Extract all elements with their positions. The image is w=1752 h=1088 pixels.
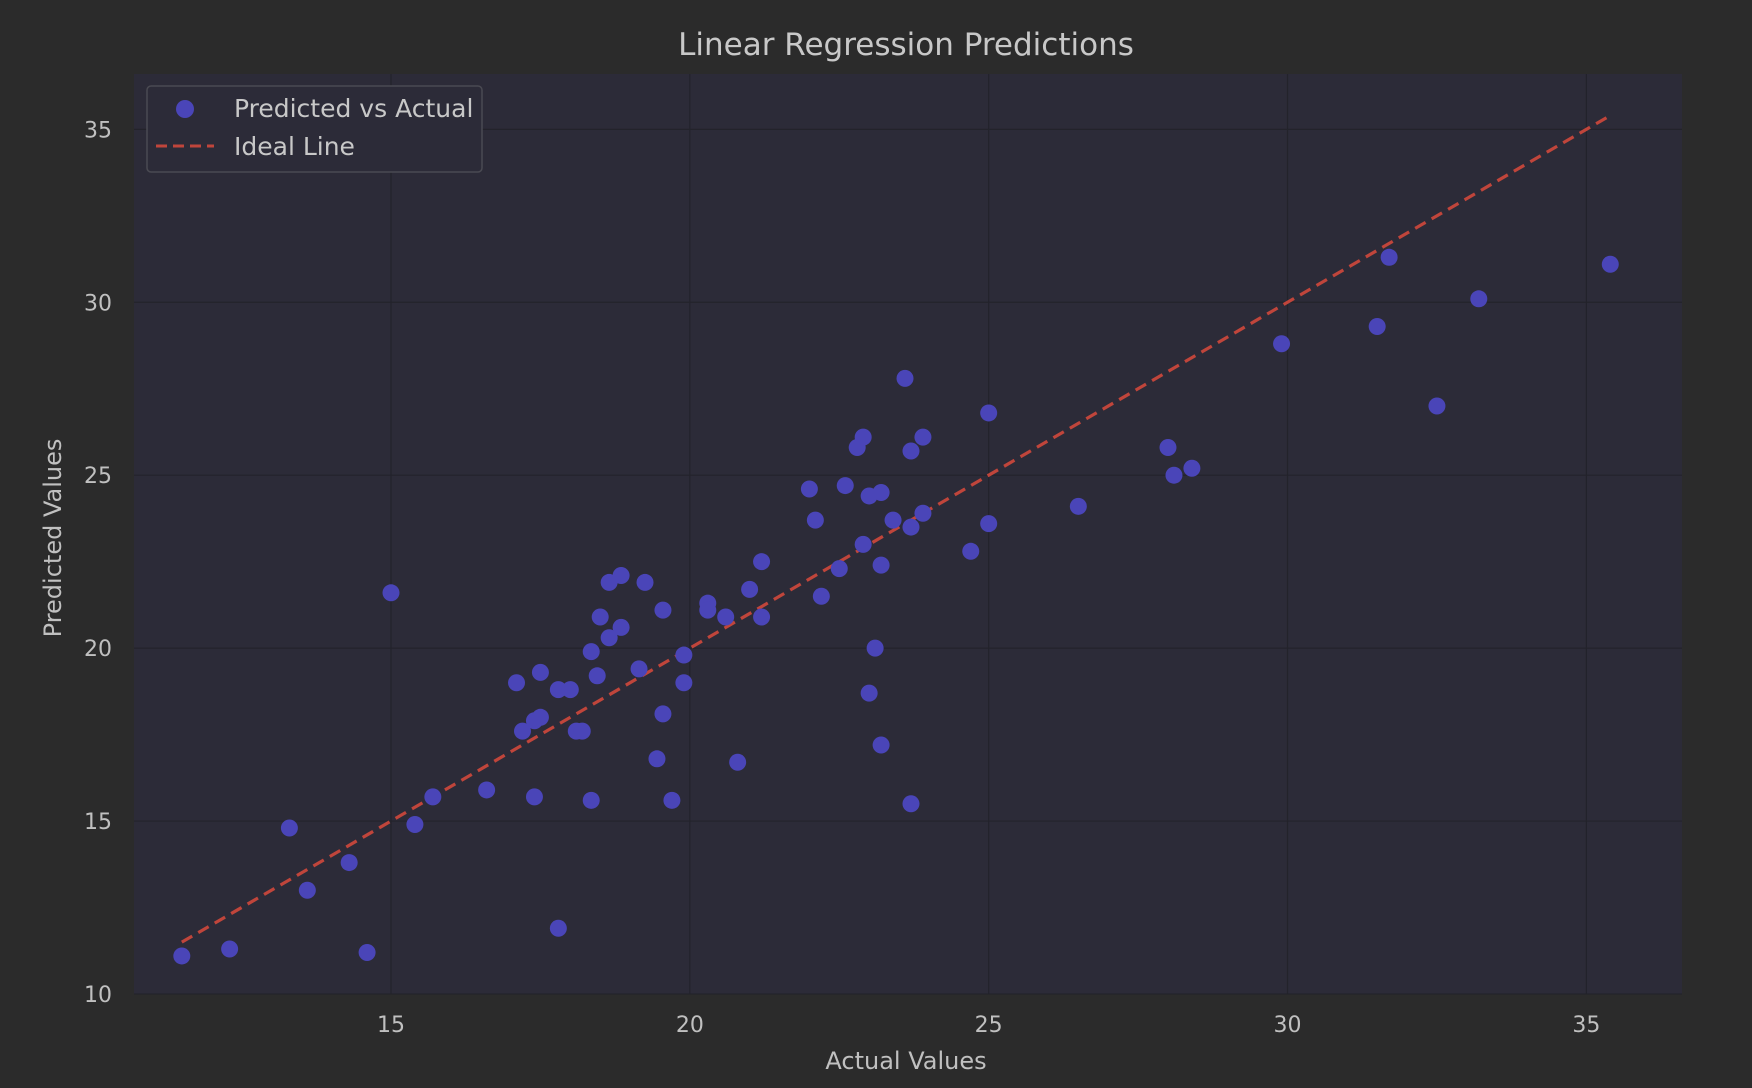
ideal-line xyxy=(181,114,1612,944)
data-point xyxy=(582,643,600,661)
data-point xyxy=(648,750,666,768)
chart-title: Linear Regression Predictions xyxy=(678,27,1134,63)
grid xyxy=(134,74,1682,995)
data-point xyxy=(549,681,567,699)
data-point xyxy=(675,646,693,664)
data-point xyxy=(753,608,771,626)
data-point xyxy=(914,504,932,522)
data-point xyxy=(675,674,693,692)
data-point xyxy=(1368,317,1386,335)
data-point xyxy=(854,535,872,553)
data-point xyxy=(531,663,549,681)
data-point xyxy=(508,674,526,692)
data-point xyxy=(1380,248,1398,266)
legend-label-ideal-line: Ideal Line xyxy=(234,132,355,161)
data-point xyxy=(1159,439,1177,457)
data-point xyxy=(591,608,609,626)
data-point xyxy=(1183,459,1201,477)
data-point xyxy=(221,940,239,958)
y-tick-label: 30 xyxy=(84,291,112,316)
data-point xyxy=(980,515,998,533)
y-tick-label: 15 xyxy=(84,810,112,835)
data-point xyxy=(854,428,872,446)
data-point xyxy=(382,584,400,602)
legend-box xyxy=(146,85,483,173)
data-point xyxy=(806,511,824,529)
data-point xyxy=(298,881,316,899)
x-axis-ticks: 15 20 25 30 35 xyxy=(377,1013,1600,1038)
data-point xyxy=(358,943,376,961)
y-axis-ticks: 10 15 20 25 30 35 xyxy=(84,118,112,1008)
data-point xyxy=(729,753,747,771)
data-point xyxy=(800,480,818,498)
data-point xyxy=(424,788,442,806)
data-point xyxy=(654,705,672,723)
data-point xyxy=(872,736,890,754)
data-point xyxy=(173,947,191,965)
data-point xyxy=(280,819,298,837)
data-point xyxy=(513,722,531,740)
data-point xyxy=(561,681,579,699)
x-tick-label: 35 xyxy=(1572,1013,1600,1038)
data-point xyxy=(914,428,932,446)
data-point xyxy=(525,788,543,806)
data-point xyxy=(902,442,920,460)
legend-label-predicted: Predicted vs Actual xyxy=(234,94,473,123)
data-point xyxy=(872,556,890,574)
data-point xyxy=(600,629,618,647)
data-point xyxy=(612,567,630,585)
data-point xyxy=(1273,335,1291,353)
data-point xyxy=(980,404,998,422)
data-point xyxy=(902,518,920,536)
data-point xyxy=(699,601,717,619)
data-point xyxy=(630,660,648,678)
x-axis-label: Actual Values xyxy=(825,1047,986,1075)
legend-marker-predicted xyxy=(176,100,194,118)
y-axis-label: Predicted Values xyxy=(39,439,67,638)
data-point xyxy=(872,483,890,501)
y-tick-label: 35 xyxy=(84,118,112,143)
data-point xyxy=(812,587,830,605)
data-point xyxy=(654,601,672,619)
data-point xyxy=(573,722,591,740)
data-point xyxy=(830,560,848,578)
data-point xyxy=(753,553,771,571)
x-tick-label: 30 xyxy=(1274,1013,1302,1038)
data-point xyxy=(884,511,902,529)
y-tick-label: 10 xyxy=(84,983,112,1008)
y-tick-label: 20 xyxy=(84,637,112,662)
data-point xyxy=(836,477,854,495)
data-point xyxy=(741,580,759,598)
legend: Predicted vs Actual Ideal Line xyxy=(146,85,483,173)
x-tick-label: 25 xyxy=(975,1013,1003,1038)
data-point xyxy=(531,708,549,726)
data-point xyxy=(1601,255,1619,273)
x-tick-label: 20 xyxy=(676,1013,704,1038)
data-point xyxy=(860,684,878,702)
data-point xyxy=(478,781,496,799)
data-point xyxy=(406,816,424,834)
ideal-line-layer xyxy=(181,114,1612,944)
data-point xyxy=(588,667,606,685)
data-point xyxy=(1165,466,1183,484)
data-point xyxy=(549,919,567,937)
y-tick-label: 25 xyxy=(84,464,112,489)
data-point xyxy=(902,795,920,813)
data-point xyxy=(962,542,980,560)
data-point xyxy=(636,573,654,591)
data-point xyxy=(612,618,630,636)
x-tick-label: 15 xyxy=(377,1013,405,1038)
data-point xyxy=(1069,497,1087,515)
data-point xyxy=(717,608,735,626)
data-point xyxy=(866,639,884,657)
data-point xyxy=(663,791,681,809)
points-layer xyxy=(173,248,1619,965)
data-point xyxy=(1470,290,1488,308)
data-point xyxy=(582,791,600,809)
data-point xyxy=(340,854,358,872)
data-point xyxy=(896,369,914,387)
data-point xyxy=(1428,397,1446,415)
